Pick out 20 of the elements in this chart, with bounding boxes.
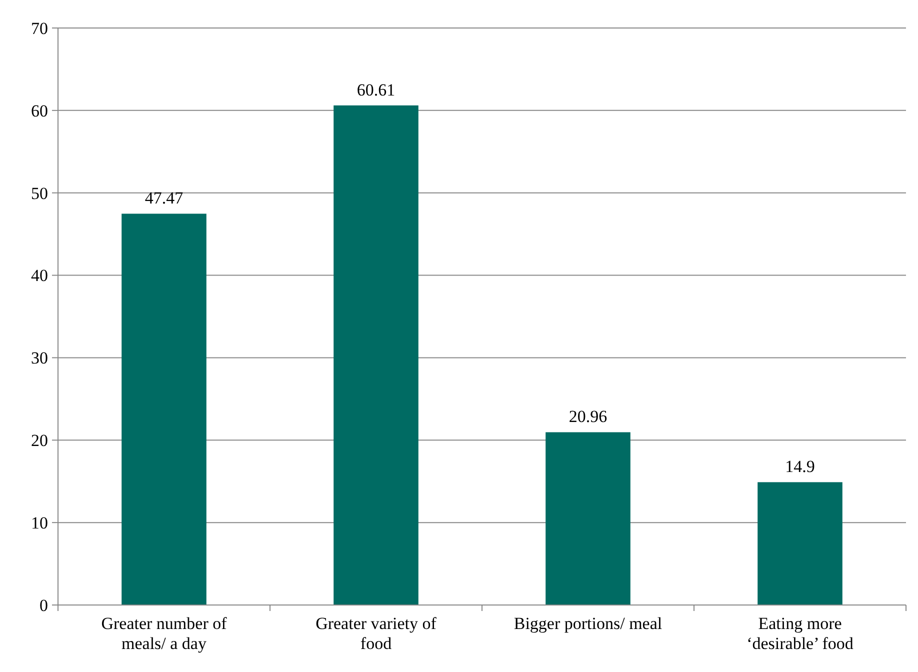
x-tick-label: Greater variety of food: [316, 614, 437, 653]
y-tick-label: 10: [31, 514, 48, 533]
x-tick-label: Bigger portions/ meal: [514, 614, 662, 633]
y-tick-label: 60: [31, 101, 48, 120]
bar: [122, 214, 206, 605]
y-tick-label: 40: [31, 266, 48, 286]
y-tick-label: 50: [31, 184, 48, 203]
x-tick-label: Greater number of meals/ a day: [101, 614, 228, 653]
bar: [546, 432, 630, 605]
bar: [334, 105, 418, 605]
data-label: 14.9: [785, 457, 815, 476]
bar: [758, 482, 842, 605]
y-tick-label: 0: [40, 596, 48, 615]
y-tick-label: 20: [31, 431, 48, 450]
x-tick-label: Eating more ‘desirable’ food: [746, 614, 854, 653]
data-label: 20.96: [568, 407, 608, 426]
y-tick-label: 30: [31, 348, 48, 368]
data-label: 60.61: [356, 80, 396, 100]
data-label: 47.47: [144, 188, 184, 208]
y-tick-label: 70: [31, 18, 48, 38]
